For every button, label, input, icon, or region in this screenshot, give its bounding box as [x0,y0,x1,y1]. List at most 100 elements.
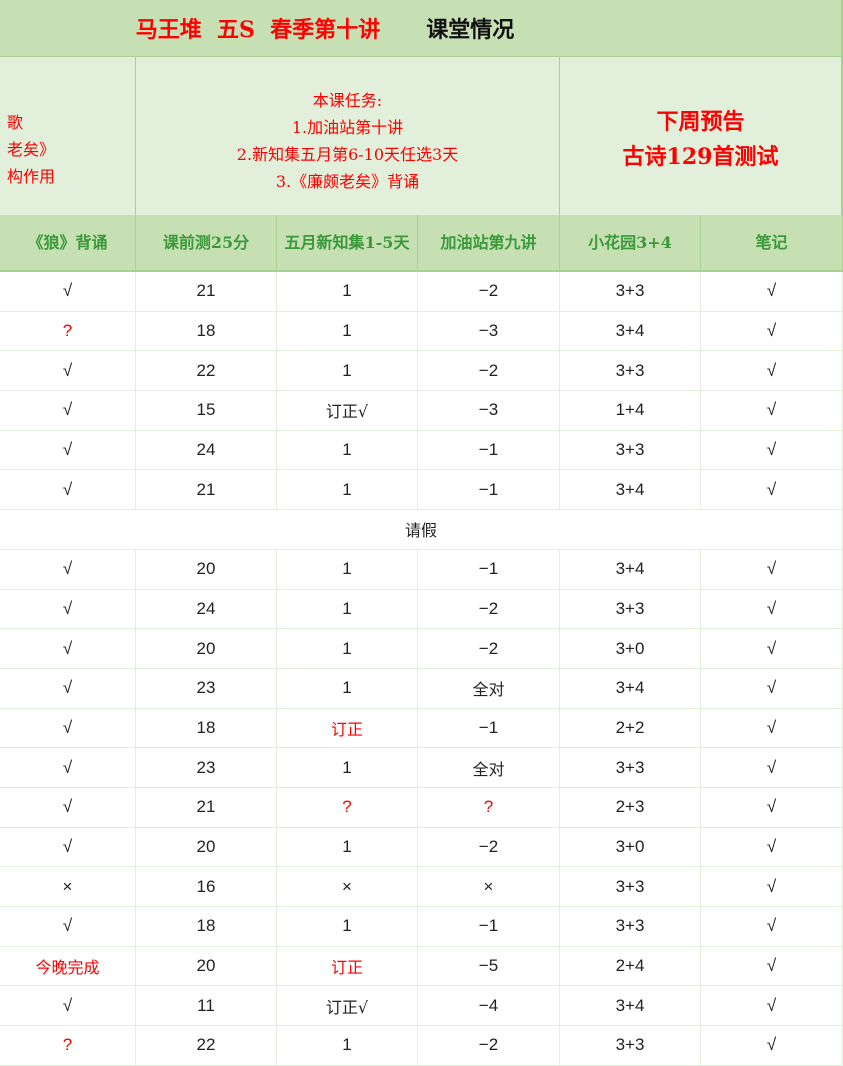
table-cell[interactable]: −3 [418,391,560,430]
table-cell[interactable]: √ [701,827,843,867]
table-cell[interactable]: √ [0,708,136,748]
table-cell[interactable]: 3+0 [560,827,701,867]
table-cell[interactable]: 3+3 [560,1026,701,1065]
column-header[interactable]: 笔记 [701,215,843,270]
title-row[interactable]: 马王堆 五S 春季第十讲 课堂情况 [0,0,843,57]
table-cell[interactable]: √ [0,430,136,470]
table-cell[interactable]: √ [701,668,843,708]
table-cell[interactable]: √ [0,907,136,946]
table-cell[interactable]: √ [701,907,843,946]
table-cell[interactable]: 1 [277,1026,418,1065]
table-cell[interactable]: 1 [277,589,418,629]
table-cell[interactable]: 18 [136,708,277,748]
table-cell[interactable]: −2 [418,351,560,391]
table-cell[interactable]: 1 [277,827,418,867]
table-cell[interactable]: √ [701,708,843,748]
table-cell[interactable]: 3+3 [560,351,701,391]
table-cell[interactable]: √ [701,311,843,351]
table-cell[interactable]: 1 [277,549,418,589]
table-cell[interactable]: 20 [136,629,277,668]
table-cell[interactable]: 20 [136,946,277,986]
table-cell[interactable]: × [277,867,418,906]
table-cell[interactable]: √ [701,787,843,827]
table-cell[interactable]: √ [0,827,136,867]
table-cell[interactable]: √ [0,351,136,391]
table-cell[interactable]: √ [701,351,843,391]
table-cell[interactable]: 3+3 [560,430,701,470]
column-header[interactable]: 小花园3+4 [560,215,701,270]
table-cell[interactable]: 2+3 [560,787,701,827]
table-cell[interactable]: 3+4 [560,470,701,510]
table-cell[interactable]: −4 [418,986,560,1026]
table-cell[interactable]: ? [0,311,136,351]
table-cell[interactable]: √ [0,986,136,1026]
table-cell[interactable]: √ [701,430,843,470]
tasks-cell[interactable]: 本课任务: 1.加油站第十讲 2.新知集五月第6-10天任选3天 3.《廉颇老矣… [136,57,560,215]
preview-cell[interactable]: 下周预告 古诗129首测试 [560,57,843,215]
table-cell[interactable]: √ [701,272,843,311]
table-cell[interactable]: √ [0,787,136,827]
table-cell[interactable]: × [0,867,136,906]
table-cell[interactable]: 2+2 [560,708,701,748]
table-cell[interactable]: −2 [418,827,560,867]
table-cell[interactable]: √ [701,986,843,1026]
table-cell[interactable]: 1 [277,430,418,470]
table-cell[interactable]: 18 [136,907,277,946]
table-cell[interactable]: √ [0,470,136,510]
table-cell[interactable]: 21 [136,470,277,510]
table-cell[interactable]: 20 [136,827,277,867]
table-cell[interactable]: 20 [136,549,277,589]
table-cell[interactable]: √ [0,748,136,787]
table-cell[interactable]: × [418,867,560,906]
column-header[interactable]: 加油站第九讲 [418,215,560,270]
table-cell[interactable]: 3+3 [560,907,701,946]
table-cell[interactable]: √ [0,629,136,668]
table-cell[interactable]: 22 [136,351,277,391]
table-cell[interactable]: ? [0,1026,136,1065]
column-header[interactable]: 五月新知集1-5天 [277,215,418,270]
table-cell[interactable]: √ [701,748,843,787]
table-cell[interactable]: 1 [277,668,418,708]
table-cell[interactable]: −1 [418,549,560,589]
table-cell[interactable]: √ [701,391,843,430]
column-header[interactable]: 《狼》背诵 [0,215,136,270]
table-cell[interactable]: −5 [418,946,560,986]
table-cell[interactable]: 1 [277,311,418,351]
table-cell[interactable]: 3+0 [560,629,701,668]
table-cell[interactable]: √ [701,1026,843,1065]
table-cell[interactable]: −2 [418,1026,560,1065]
table-cell[interactable]: −2 [418,629,560,668]
info-cell-left[interactable]: 歌 老矣》 构作用 [0,57,136,215]
table-cell[interactable]: 3+3 [560,867,701,906]
table-cell[interactable]: √ [701,589,843,629]
table-cell[interactable]: −2 [418,272,560,311]
table-cell[interactable]: −3 [418,311,560,351]
table-cell[interactable]: √ [0,272,136,311]
table-cell[interactable]: 今晚完成 [0,946,136,986]
table-cell[interactable]: √ [701,470,843,510]
table-cell[interactable]: 21 [136,787,277,827]
table-cell[interactable]: 订正√ [277,391,418,430]
table-cell[interactable]: 1 [277,470,418,510]
table-cell[interactable]: −1 [418,907,560,946]
table-cell[interactable]: 3+3 [560,748,701,787]
table-cell[interactable]: √ [0,589,136,629]
table-cell[interactable]: 22 [136,1026,277,1065]
table-cell[interactable]: 1 [277,907,418,946]
table-cell[interactable]: 3+3 [560,272,701,311]
table-cell[interactable]: −1 [418,708,560,748]
table-cell[interactable]: 24 [136,430,277,470]
table-cell[interactable]: 23 [136,668,277,708]
table-cell[interactable]: 11 [136,986,277,1026]
table-cell[interactable]: ? [418,787,560,827]
table-cell[interactable]: 18 [136,311,277,351]
table-cell[interactable]: 21 [136,272,277,311]
table-cell[interactable]: 3+3 [560,589,701,629]
table-cell[interactable]: 1 [277,629,418,668]
table-cell[interactable]: 1+4 [560,391,701,430]
table-cell[interactable]: √ [0,549,136,589]
table-cell[interactable]: √ [701,549,843,589]
column-header[interactable]: 课前测25分 [136,215,277,270]
table-cell[interactable]: 2+4 [560,946,701,986]
table-cell[interactable]: 1 [277,351,418,391]
